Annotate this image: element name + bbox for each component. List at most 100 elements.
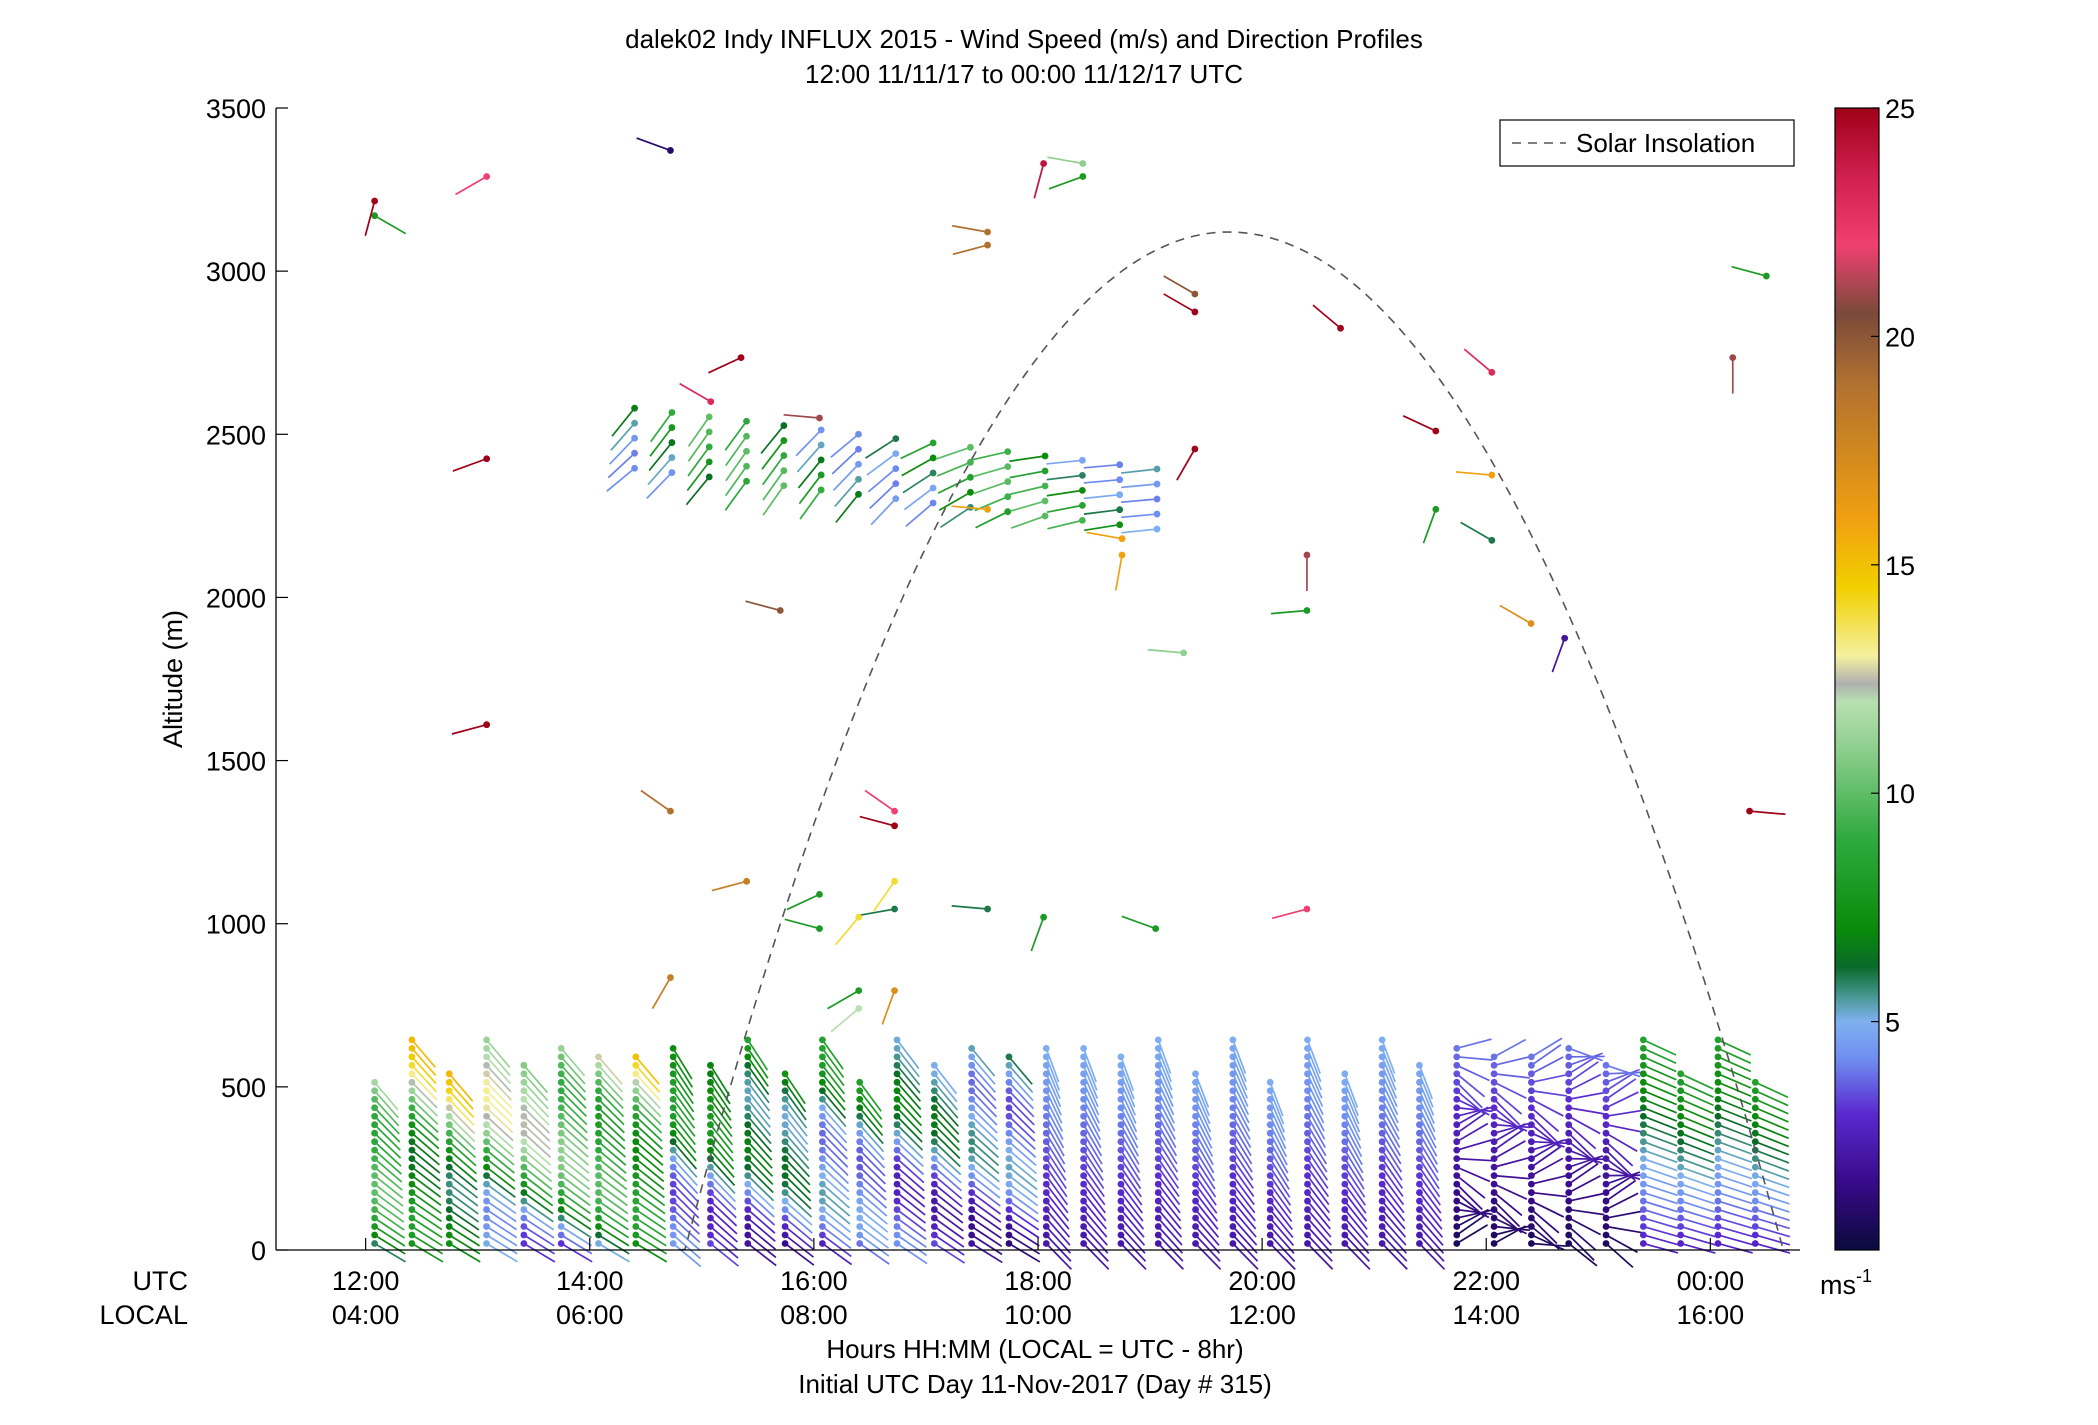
wind-barb-line (1120, 1081, 1136, 1116)
wind-barb-point (1005, 1112, 1013, 1120)
wind-barb-point (632, 1095, 640, 1103)
wind-barb-point (1453, 1053, 1461, 1061)
wind-barb-line (1381, 1098, 1400, 1132)
wind-barb-point (668, 454, 676, 461)
wind-barb-line (784, 1234, 814, 1258)
wind-barb-point (1714, 1070, 1722, 1078)
wind-barb-point (408, 1155, 416, 1163)
wind-barb-point (1453, 1044, 1461, 1052)
wind-barb-point (1639, 1163, 1647, 1171)
wind-barb-point (856, 1155, 864, 1163)
wind-barb-point (445, 1231, 453, 1239)
wind-barb-line (523, 1064, 549, 1094)
wind-barb-line (1269, 1242, 1296, 1270)
wind-barb-line (1680, 1115, 1715, 1131)
wind-barb-line (1120, 1234, 1147, 1262)
wind-barb-line (747, 1047, 769, 1079)
wind-barb-point (669, 1214, 677, 1222)
wind-barb-point (1042, 1163, 1050, 1171)
wind-barb-line (1381, 1225, 1407, 1254)
wind-barb-line (1082, 1158, 1105, 1190)
wind-barb-line (1045, 1065, 1061, 1099)
wind-barb-line (821, 1166, 850, 1193)
wind-barb-point (371, 1138, 379, 1146)
wind-barb-point (1490, 1189, 1498, 1196)
wind-barb-point (1602, 1206, 1610, 1213)
wind-barb-line (560, 1174, 591, 1199)
wind-barb-point (595, 1206, 602, 1213)
wind-barb-point (893, 1197, 901, 1205)
wind-barb-point (445, 1112, 453, 1120)
wind-barb-line (1269, 1234, 1296, 1262)
wind-barb-line (1605, 1210, 1642, 1219)
wind-barb-line (1530, 1157, 1564, 1177)
wind-barb-point (1304, 1129, 1311, 1137)
wind-barb-line (411, 1157, 441, 1182)
wind-barb-point (818, 1053, 826, 1061)
wind-barb-line (597, 1183, 628, 1207)
wind-barb-line (560, 1225, 593, 1247)
wind-barb-point (1040, 160, 1048, 167)
wind-barb-point (1416, 1129, 1423, 1137)
wind-barb-point (1042, 1155, 1050, 1163)
wind-barb-point (1639, 1087, 1647, 1095)
wind-barb-point (968, 1197, 976, 1205)
wind-barb-point (930, 1189, 938, 1196)
wind-barb-line (1232, 1039, 1247, 1074)
wind-barb-point (483, 1155, 490, 1163)
wind-barb-point (1378, 1138, 1386, 1146)
wind-barb-line (411, 1115, 440, 1142)
wind-barb-line (1045, 1132, 1066, 1165)
wind-barb-line (869, 483, 897, 510)
wind-barb-line (933, 1107, 960, 1135)
wind-barb-point (1229, 1070, 1237, 1078)
wind-barb-point (744, 1129, 752, 1137)
wind-barb-point (1040, 913, 1048, 921)
wind-barb-line (1418, 1217, 1444, 1246)
wind-barb-line (448, 1115, 476, 1143)
wind-barb-point (483, 455, 491, 463)
wind-barb-line (799, 489, 822, 520)
wind-barb-point (1080, 1214, 1088, 1222)
wind-barb-point (1154, 1053, 1162, 1061)
wind-barb-point (669, 1053, 677, 1061)
wind-barb-line (1306, 1166, 1330, 1197)
wind-barb-line (1568, 1242, 1598, 1267)
wind-barb-point (595, 1087, 602, 1095)
y-tick-label: 0 (251, 1236, 266, 1266)
wind-barb-line (859, 1115, 884, 1145)
wind-barb-line (1418, 1166, 1441, 1198)
wind-barb-point (856, 1197, 864, 1205)
wind-barb-line (821, 1141, 849, 1168)
wind-barb-line (1530, 1056, 1564, 1075)
wind-barb-point (1303, 905, 1311, 913)
wind-barb-line (1456, 1038, 1492, 1050)
wind-barb-line (709, 1166, 736, 1195)
wind-barb-line (1120, 1149, 1141, 1182)
wind-barb-line (1269, 1158, 1290, 1190)
wind-barb-line (1194, 1115, 1213, 1149)
wind-barb-point (1453, 1129, 1461, 1137)
wind-barb-point (984, 505, 991, 513)
wind-barb-point (445, 1214, 453, 1222)
wind-barb-line (1717, 1089, 1752, 1106)
wind-barb-point (929, 484, 937, 492)
wind-barb-line (560, 1047, 586, 1077)
wind-barb-point (1416, 1061, 1423, 1069)
wind-barb-point (1416, 1121, 1423, 1129)
wind-barb-line (1531, 1098, 1564, 1117)
wind-barb-point (669, 1240, 677, 1247)
wind-barb-line (1381, 1115, 1401, 1149)
wind-barb-point (929, 439, 937, 447)
wind-barb-point (667, 807, 674, 815)
wind-barb-point (855, 430, 862, 438)
wind-barb-point (1565, 1231, 1573, 1239)
wind-barb-line (1157, 1115, 1177, 1149)
wind-barb-line (951, 505, 988, 511)
wind-barb-point (1192, 1112, 1199, 1120)
wind-barb-line (1493, 1081, 1527, 1099)
wind-barb-line (1381, 1208, 1407, 1238)
wind-barb-line (1344, 1141, 1364, 1174)
wind-barb-line (1418, 1200, 1443, 1230)
wind-barb-point (818, 1095, 826, 1103)
